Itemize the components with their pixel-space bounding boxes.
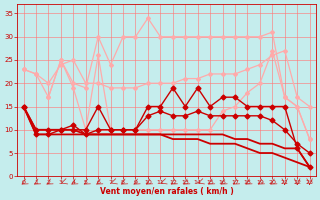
X-axis label: Vent moyen/en rafales ( km/h ): Vent moyen/en rafales ( km/h ) — [100, 187, 234, 196]
